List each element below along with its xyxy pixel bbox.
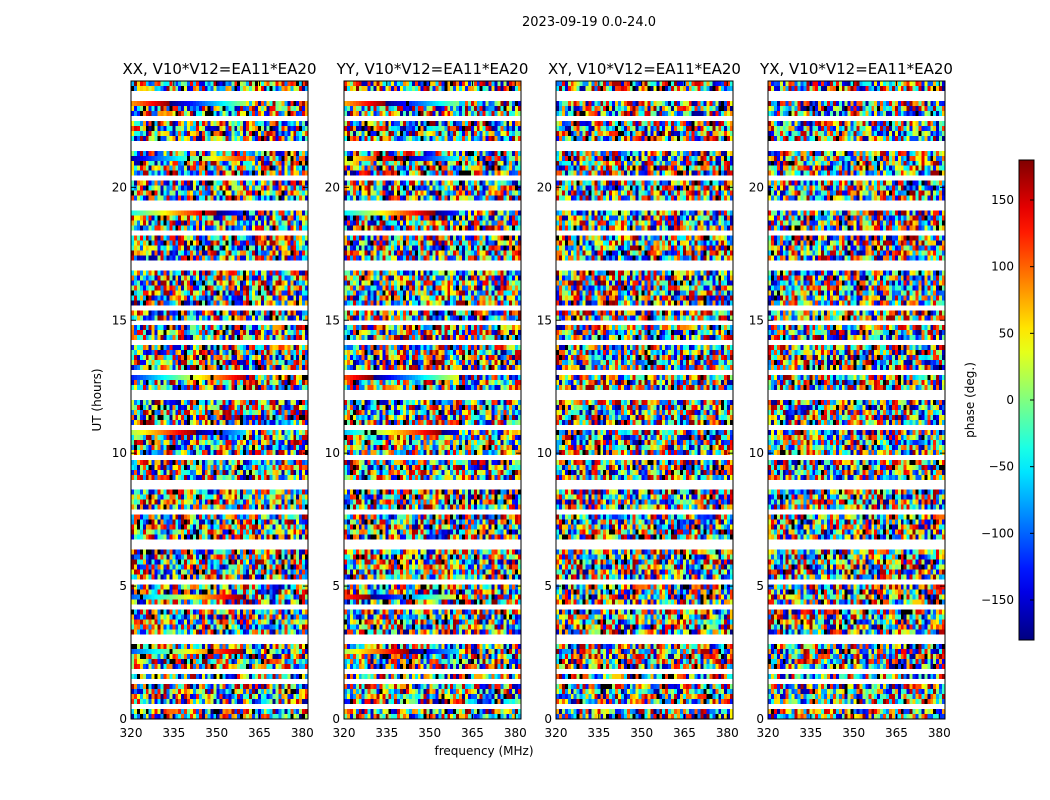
y-tick-label: 20 [749,180,764,194]
y-tick-label: 0 [119,712,127,726]
y-tick-label: 10 [325,446,340,460]
phase-heatmap [768,81,945,719]
panel-frame [555,80,734,720]
x-tick-label: 335 [375,726,398,740]
y-tick-label: 20 [112,180,127,194]
x-tick-label: 350 [418,726,441,740]
colorbar-tick-label: 50 [999,326,1014,340]
panel-frame [343,80,522,720]
x-tick-label: 335 [587,726,610,740]
colorbar-tick-label: −150 [981,593,1014,607]
x-tick-label: 380 [928,726,951,740]
x-tick-label: 320 [757,726,780,740]
colorbar: 150 100 50 0 −50 −100 −150 [981,159,1035,641]
panel-1: YY, V10*V12=EA11*EA20 320 335 350 365 380 0 5 10… [325,60,529,740]
y-tick-label: 10 [537,446,552,460]
colorbar-tick-label: −100 [981,526,1014,540]
x-tick-label: 350 [630,726,653,740]
x-tick-label: 350 [842,726,865,740]
x-tick-label: 365 [885,726,908,740]
colorbar-tick-label: 0 [1006,393,1014,407]
y-tick-label: 5 [119,579,127,593]
y-tick-label: 5 [756,579,764,593]
figure-title: 2023-09-19 0.0-24.0 [522,15,656,30]
y-tick-label: 0 [544,712,552,726]
colorbar-tick-label: −50 [989,460,1014,474]
x-tick-label: 365 [673,726,696,740]
x-tick-label: 365 [461,726,484,740]
y-tick-label: 10 [112,446,127,460]
y-tick-label: 20 [325,180,340,194]
x-tick-label: 335 [162,726,185,740]
y-tick-label: 15 [325,313,340,327]
y-tick-label: 0 [332,712,340,726]
panel-title: XX, V10*V12=EA11*EA20 [122,60,316,78]
x-tick-label: 320 [120,726,143,740]
x-tick-label: 380 [716,726,739,740]
colorbar-tick-label: 150 [991,193,1014,207]
y-tick-label: 0 [756,712,764,726]
y-axis-label: UT (hours) [90,368,104,431]
phase-heatmap [131,81,308,719]
panel-2: XY, V10*V12=EA11*EA20 320 335 350 365 380 0 5 10… [537,60,741,740]
colorbar-label: phase (deg.) [963,362,977,438]
x-tick-label: 350 [205,726,228,740]
phase-heatmap [344,81,521,719]
panel-title: YY, V10*V12=EA11*EA20 [336,60,529,78]
phase-heatmap [556,81,733,719]
y-tick-label: 10 [749,446,764,460]
y-tick-label: 5 [332,579,340,593]
panel-frame [767,80,946,720]
x-axis-label: frequency (MHz) [434,744,533,758]
y-tick-label: 15 [537,313,552,327]
colorbar-tick-label: 100 [991,260,1014,274]
y-tick-label: 15 [749,313,764,327]
panel-title: YX, V10*V12=EA11*EA20 [759,60,953,78]
panel-title: XY, V10*V12=EA11*EA20 [548,60,741,78]
x-tick-label: 320 [545,726,568,740]
panels: XX, V10*V12=EA11*EA20 320 335 350 365 380 0 5 10… [112,60,953,740]
panel-frame [130,80,309,720]
x-tick-label: 365 [248,726,271,740]
panel-0: XX, V10*V12=EA11*EA20 320 335 350 365 380 0 5 10… [112,60,317,740]
x-tick-label: 380 [504,726,527,740]
x-tick-label: 380 [291,726,314,740]
y-tick-label: 15 [112,313,127,327]
x-tick-label: 335 [799,726,822,740]
x-tick-label: 320 [333,726,356,740]
y-tick-label: 5 [544,579,552,593]
y-tick-label: 20 [537,180,552,194]
panel-3: YX, V10*V12=EA11*EA20 320 335 350 365 380 0 5 10… [749,60,953,740]
